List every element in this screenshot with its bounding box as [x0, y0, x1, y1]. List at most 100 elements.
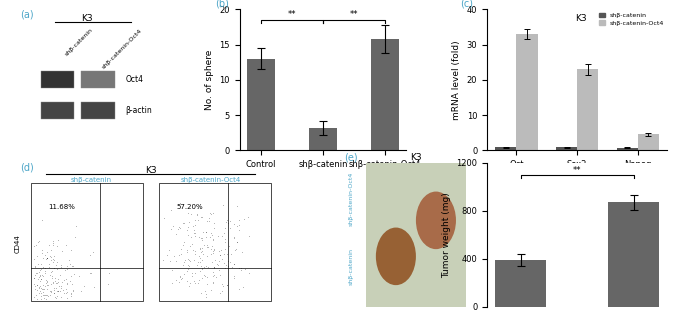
Bar — [82, 71, 115, 88]
Point — [531, 84, 542, 89]
Text: Oct4: Oct4 — [125, 75, 144, 84]
Point — [481, 13, 491, 18]
Point — [375, 124, 386, 129]
Bar — [309, 128, 337, 150]
Point — [461, 145, 472, 150]
Text: K3: K3 — [575, 13, 586, 23]
Text: shβ-catenin: shβ-catenin — [65, 28, 94, 57]
Point — [274, 144, 285, 149]
Point — [388, 34, 399, 39]
Point — [274, 29, 284, 34]
Point — [358, 129, 369, 134]
Point — [609, 136, 620, 141]
Text: **: ** — [288, 10, 297, 19]
Point — [543, 105, 554, 110]
Text: (d): (d) — [20, 163, 34, 173]
Point — [325, 0, 336, 5]
Point — [336, 165, 346, 170]
Point — [399, 132, 410, 137]
Bar — [247, 59, 275, 150]
Point — [363, 149, 373, 154]
Point — [607, 115, 618, 120]
Point — [569, 100, 580, 105]
Bar — [608, 203, 659, 307]
Point — [343, 73, 354, 78]
Point — [455, 84, 466, 89]
Point — [349, 124, 360, 129]
Point — [499, 39, 510, 44]
Point — [327, 44, 338, 49]
Point — [629, 83, 640, 88]
Point — [563, 106, 574, 111]
Point — [470, 152, 481, 157]
Bar — [82, 102, 115, 119]
Point — [474, 60, 485, 65]
Point — [489, 87, 500, 92]
Point — [290, 123, 301, 128]
Text: β-actin: β-actin — [125, 106, 152, 115]
Text: shβ-catenin-Oct4: shβ-catenin-Oct4 — [181, 177, 241, 183]
Bar — [41, 102, 74, 119]
Point — [317, 58, 328, 63]
Point — [567, 26, 578, 31]
Bar — [638, 134, 659, 150]
Bar — [577, 69, 599, 150]
Point — [318, 57, 329, 62]
Point — [490, 91, 501, 96]
Point — [388, 11, 399, 16]
Point — [297, 82, 308, 87]
Point — [381, 159, 392, 164]
Point — [503, 92, 514, 97]
Text: K3: K3 — [81, 13, 92, 23]
Circle shape — [376, 228, 416, 285]
Bar — [495, 147, 516, 150]
Text: shβ-catenin: shβ-catenin — [70, 177, 111, 183]
Point — [350, 73, 361, 78]
Point — [386, 75, 396, 80]
Point — [443, 19, 454, 24]
Y-axis label: mRNA level (fold): mRNA level (fold) — [452, 40, 461, 120]
Text: CD44: CD44 — [15, 234, 21, 253]
Point — [572, 153, 582, 158]
Point — [492, 3, 503, 8]
Text: 11.68%: 11.68% — [49, 204, 75, 210]
Text: K3: K3 — [410, 153, 422, 162]
Point — [297, 157, 308, 162]
Point — [396, 31, 407, 36]
Point — [455, 111, 466, 116]
Bar — [556, 147, 577, 150]
Circle shape — [416, 192, 456, 249]
Point — [471, 13, 482, 18]
Point — [561, 70, 572, 75]
Text: shβ-catenin-Oct4: shβ-catenin-Oct4 — [100, 28, 143, 70]
Point — [441, 6, 452, 11]
Point — [630, 86, 640, 91]
Bar — [495, 260, 546, 307]
Point — [295, 35, 306, 40]
Point — [321, 93, 332, 98]
Text: (e): (e) — [344, 153, 357, 163]
Text: **: ** — [573, 166, 582, 175]
Point — [461, 0, 472, 1]
Point — [295, 35, 305, 40]
Point — [420, 92, 431, 97]
Point — [392, 1, 403, 6]
Point — [283, 43, 294, 48]
Text: (c): (c) — [460, 0, 473, 8]
Point — [568, 19, 579, 24]
Point — [422, 28, 433, 33]
Point — [351, 35, 362, 40]
Point — [392, 128, 402, 133]
Point — [526, 7, 537, 12]
Point — [425, 91, 435, 96]
Point — [479, 92, 490, 97]
Point — [456, 61, 467, 66]
Text: 57.20%: 57.20% — [177, 204, 204, 210]
Point — [383, 129, 394, 134]
Point — [363, 71, 374, 76]
Point — [520, 61, 530, 66]
Text: **: ** — [350, 10, 358, 19]
Bar — [516, 34, 538, 150]
Text: (a): (a) — [20, 9, 34, 19]
Point — [604, 104, 615, 109]
